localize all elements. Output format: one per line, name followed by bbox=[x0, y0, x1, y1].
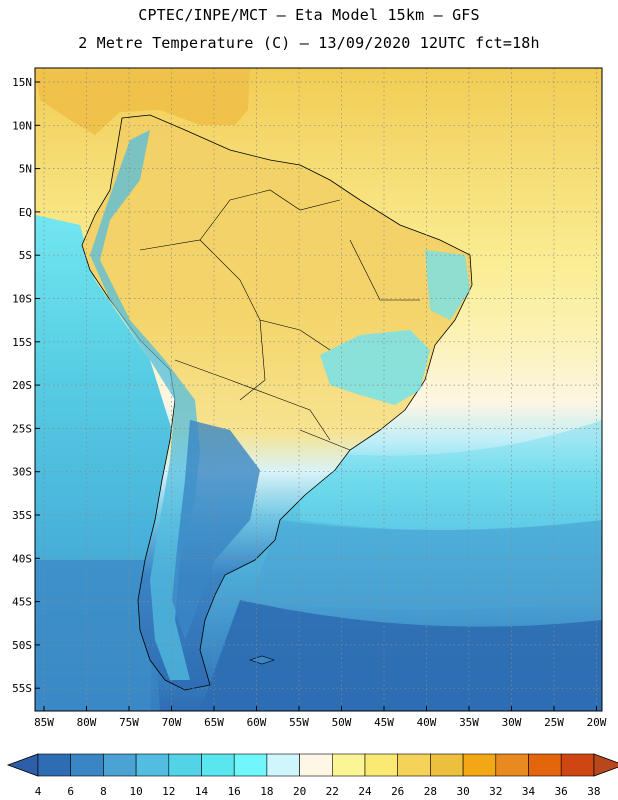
colorbar-tick-label: 28 bbox=[424, 785, 437, 798]
lat-label: EQ bbox=[19, 206, 32, 219]
colorbar-bin bbox=[135, 753, 170, 777]
colorbar-tick-label: 36 bbox=[555, 785, 568, 798]
colorbar-bin bbox=[331, 753, 366, 777]
colorbar-over-arrow bbox=[593, 753, 618, 777]
lat-label: 15S bbox=[12, 336, 32, 349]
falkland-islands bbox=[249, 655, 275, 665]
colorbar-tick-label: 24 bbox=[358, 785, 372, 798]
colorbar-tick-label: 12 bbox=[162, 785, 175, 798]
lon-label: 35W bbox=[459, 716, 479, 729]
colorbar-bin bbox=[430, 753, 464, 777]
lon-label: 70W bbox=[162, 716, 182, 729]
colorbar-tick-label: 26 bbox=[391, 785, 404, 798]
colorbar-bin bbox=[560, 753, 595, 777]
colorbar-bin bbox=[266, 753, 300, 777]
lat-label: 55S bbox=[12, 682, 32, 695]
atlantic-band-1 bbox=[250, 520, 602, 610]
atlantic-band-3 bbox=[300, 420, 602, 530]
longitude-labels: 85W 80W 75W 70W 65W 60W 55W 50W 45W 40W 35W 30W 25W 2… bbox=[34, 706, 607, 729]
map-subtitle: 2 Metre Temperature (C) – 13/09/2020 12U… bbox=[78, 34, 540, 52]
colorbar-bin bbox=[233, 753, 268, 777]
lon-label: 65W bbox=[204, 716, 224, 729]
lon-label: 75W bbox=[119, 716, 139, 729]
lon-label: 60W bbox=[247, 716, 267, 729]
colorbar: 4 6 8 10 12 14 16 18 20 22 24 26 28 30 32 34 36 38 bbox=[6, 753, 618, 798]
lat-label: 10S bbox=[12, 293, 32, 306]
colorbar-tick-label: 38 bbox=[587, 785, 600, 798]
colorbar-bin bbox=[201, 753, 235, 777]
lat-label: 20S bbox=[12, 379, 32, 392]
colorbar-tick-label: 8 bbox=[100, 785, 107, 798]
latitude-labels: 15N 10N 5N EQ 5S 10S 15S 20S 25S 30S 35S 40S 45S 50S 5… bbox=[12, 76, 40, 695]
map-frame bbox=[34, 67, 603, 712]
colorbar-tick-label: 4 bbox=[35, 785, 42, 798]
colorbar-bin bbox=[103, 753, 137, 777]
lat-label: 15N bbox=[12, 76, 32, 89]
andes-ridge bbox=[90, 130, 200, 680]
lon-label: 30W bbox=[502, 716, 522, 729]
colorbar-tick-label: 34 bbox=[522, 785, 536, 798]
colorbar-under-arrow bbox=[6, 753, 39, 777]
lat-label: 5S bbox=[19, 249, 32, 262]
lon-label: 85W bbox=[34, 716, 54, 729]
colorbar-tick-label: 18 bbox=[260, 785, 273, 798]
central-america-land bbox=[35, 68, 250, 135]
colorbar-tick-label: 20 bbox=[293, 785, 306, 798]
map-title: CPTEC/INPE/MCT – Eta Model 15km – GFS bbox=[138, 6, 480, 24]
colorbar-bin bbox=[397, 753, 431, 777]
lon-label: 45W bbox=[374, 716, 394, 729]
colorbar-bin bbox=[37, 753, 72, 777]
lat-label: 10N bbox=[12, 119, 32, 132]
lat-label: 50S bbox=[12, 639, 32, 652]
colorbar-bin bbox=[364, 753, 399, 777]
lon-label: 50W bbox=[332, 716, 352, 729]
lon-label: 80W bbox=[77, 716, 97, 729]
colorbar-tick-label: 16 bbox=[228, 785, 241, 798]
lat-label: 45S bbox=[12, 596, 32, 609]
lat-label: 25S bbox=[12, 422, 32, 435]
pacific-south bbox=[35, 560, 160, 711]
colorbar-tick-label: 14 bbox=[195, 785, 209, 798]
lat-label: 5N bbox=[19, 163, 32, 176]
lon-label: 40W bbox=[417, 716, 437, 729]
lon-label: 55W bbox=[289, 716, 309, 729]
colorbar-bin bbox=[70, 753, 104, 777]
colorbar-tick-label: 22 bbox=[326, 785, 339, 798]
lat-label: 40S bbox=[12, 552, 32, 565]
brazil-highland-cool bbox=[320, 330, 430, 405]
colorbar-bin bbox=[528, 753, 562, 777]
graticule bbox=[35, 68, 602, 711]
lat-label: 30S bbox=[12, 466, 32, 479]
lat-label: 35S bbox=[12, 509, 32, 522]
colorbar-bin bbox=[299, 753, 333, 777]
colorbar-tick-label: 10 bbox=[129, 785, 142, 798]
colorbar-bin bbox=[462, 753, 497, 777]
patagonia-cold bbox=[172, 420, 260, 640]
colorbar-tick-label: 6 bbox=[67, 785, 74, 798]
atlantic-band-2 bbox=[200, 600, 602, 711]
colorbar-bin bbox=[495, 753, 529, 777]
colorbar-tick-label: 32 bbox=[489, 785, 502, 798]
colorbar-bin bbox=[168, 753, 202, 777]
lon-label: 20W bbox=[587, 716, 607, 729]
northeast-cool bbox=[425, 250, 470, 320]
colorbar-tick-label: 30 bbox=[456, 785, 469, 798]
lon-label: 25W bbox=[544, 716, 564, 729]
